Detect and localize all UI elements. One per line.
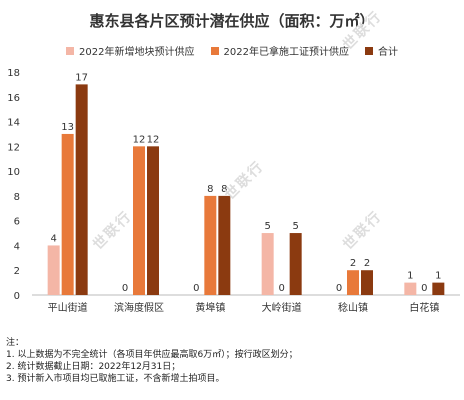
data-label: 0 xyxy=(421,283,427,294)
note-item-2: 2. 统计数据截止日期：2022年12月31日； xyxy=(6,362,181,372)
data-label: 17 xyxy=(75,72,88,83)
bar xyxy=(47,245,60,295)
y-tick-label: 8 xyxy=(14,192,20,203)
legend-swatch-total xyxy=(364,46,373,55)
data-label: 8 xyxy=(221,184,227,195)
y-tick-label: 18 xyxy=(7,68,20,79)
x-tick-label: 平山街道 xyxy=(48,301,88,314)
y-tick-label: 12 xyxy=(7,142,20,153)
bar xyxy=(218,195,231,295)
legend-label-new-land: 2022年新增地块预计供应 xyxy=(79,47,195,58)
legend-label-total: 合计 xyxy=(377,47,398,58)
x-tick-label: 大岭街道 xyxy=(262,301,302,314)
y-tick-label: 16 xyxy=(7,93,20,104)
data-label: 12 xyxy=(147,134,160,145)
data-label: 12 xyxy=(133,134,146,145)
data-label: 0 xyxy=(122,283,128,294)
bar xyxy=(61,133,74,295)
data-label: 0 xyxy=(336,283,342,294)
bar xyxy=(404,282,417,295)
x-tick-label: 滨海度假区 xyxy=(114,301,164,314)
data-label: 2 xyxy=(350,258,356,269)
data-label: 2 xyxy=(364,258,370,269)
y-tick-label: 0 xyxy=(14,291,20,302)
y-tick-label: 2 xyxy=(14,266,20,277)
data-label: 4 xyxy=(50,233,56,244)
bar xyxy=(261,233,274,295)
legend-item-total: 合计 xyxy=(364,43,398,58)
note-item-1: 1. 以上数据为不完全统计（各项目年供应最高取6万㎡）；按行政区划分； xyxy=(6,350,298,360)
legend-item-new-land: 2022年新增地块预计供应 xyxy=(66,43,195,58)
bar xyxy=(347,270,359,295)
data-label: 0 xyxy=(193,283,199,294)
bar xyxy=(432,282,445,295)
data-label: 1 xyxy=(407,271,413,282)
bar xyxy=(133,146,145,295)
x-tick-label: 白花镇 xyxy=(409,301,439,314)
legend-label-permit: 2022年已拿施工证预计供应 xyxy=(223,47,349,58)
y-tick-label: 14 xyxy=(7,118,20,129)
legend-swatch-new-land xyxy=(66,46,75,55)
bar xyxy=(204,195,217,295)
data-label: 5 xyxy=(264,221,270,232)
data-label: 8 xyxy=(207,184,213,195)
y-tick-label: 10 xyxy=(7,167,20,178)
bar xyxy=(361,270,373,295)
data-label: 0 xyxy=(278,283,284,294)
legend-item-permit: 2022年已拿施工证预计供应 xyxy=(210,43,349,58)
x-tick-label: 稔山镇 xyxy=(338,301,368,314)
data-label: 5 xyxy=(292,221,298,232)
chart-title: 惠东县各片区预计潜在供应（面积：万㎡） xyxy=(89,12,375,30)
chart-legend: 2022年新增地块预计供应 2022年已拿施工证预计供应 合计 xyxy=(0,43,464,58)
note-item-3: 3. 预计新入市项目均已取施工证，不含新增土拍项目。 xyxy=(6,374,225,384)
legend-swatch-permit xyxy=(210,46,219,55)
x-tick-label: 黄埠镇 xyxy=(195,301,225,314)
bar xyxy=(289,233,302,295)
chart-notes: 注： 1. 以上数据为不完全统计（各项目年供应最高取6万㎡）；按行政区划分； 2… xyxy=(6,337,458,385)
y-tick-label: 6 xyxy=(14,217,20,228)
data-label: 13 xyxy=(61,122,74,133)
notes-heading: 注： xyxy=(6,338,25,348)
bar xyxy=(75,84,88,295)
data-label: 1 xyxy=(435,271,441,282)
y-tick-label: 4 xyxy=(14,241,20,252)
bar xyxy=(147,146,159,295)
